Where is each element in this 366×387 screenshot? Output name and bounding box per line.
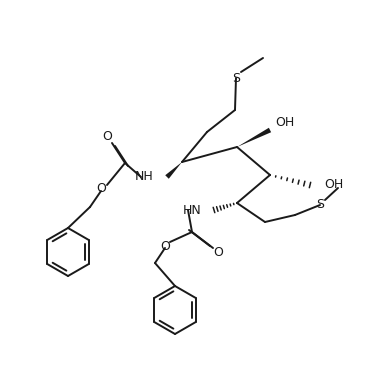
Text: HN: HN (182, 204, 201, 216)
Text: NH: NH (135, 171, 154, 183)
Polygon shape (165, 162, 182, 179)
Text: OH: OH (324, 178, 343, 192)
Text: OH: OH (275, 115, 294, 128)
Polygon shape (237, 128, 271, 147)
Text: S: S (316, 199, 324, 212)
Text: O: O (160, 240, 170, 252)
Text: S: S (232, 72, 240, 84)
Text: O: O (213, 247, 223, 260)
Text: O: O (102, 130, 112, 142)
Text: O: O (96, 183, 106, 195)
